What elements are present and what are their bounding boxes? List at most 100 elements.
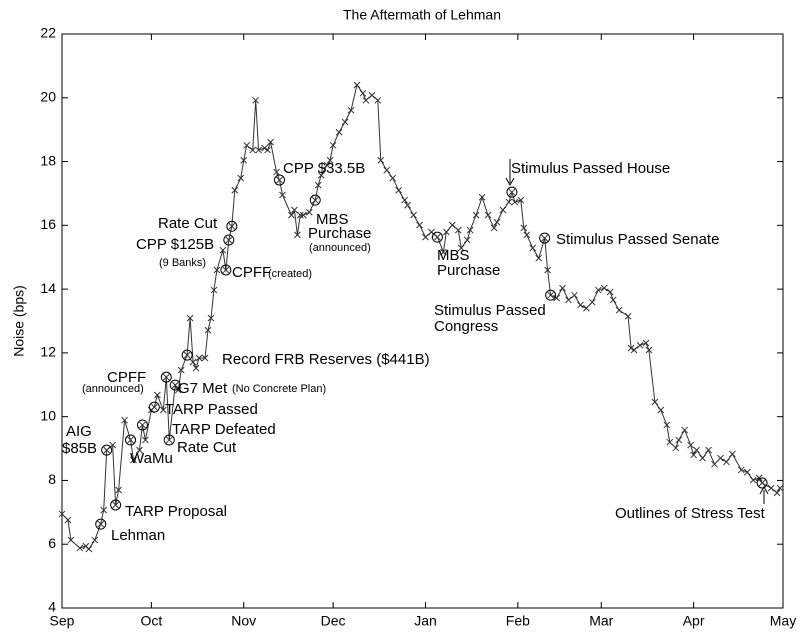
point-marker	[544, 266, 551, 274]
point-marker	[743, 468, 751, 476]
point-marker	[276, 176, 283, 184]
event-marker	[125, 434, 137, 446]
event-marker	[309, 194, 321, 206]
point-marker	[189, 358, 197, 366]
arrow	[505, 159, 515, 187]
point-marker	[478, 193, 486, 201]
point-marker	[296, 211, 304, 219]
point-marker	[341, 118, 349, 126]
event-marker	[220, 264, 232, 276]
point-marker	[404, 201, 411, 209]
event-marker	[756, 477, 768, 489]
x-tick-label: Sep	[50, 613, 75, 629]
y-tick-label: 6	[48, 535, 56, 551]
y-tick-label: 8	[48, 471, 56, 487]
point-marker	[359, 89, 367, 97]
point-marker	[288, 211, 295, 219]
point-marker	[228, 222, 236, 230]
point-marker	[508, 188, 516, 196]
event-marker	[163, 434, 175, 446]
annotation: (No Concrete Plan)	[232, 383, 326, 395]
point-marker	[353, 81, 361, 89]
point-marker	[675, 436, 683, 444]
point-marker	[311, 196, 319, 204]
arrow	[759, 485, 769, 504]
point-marker	[368, 91, 376, 99]
annotation: Lehman	[111, 527, 165, 544]
x-tick-label: Nov	[231, 613, 256, 629]
point-marker	[773, 489, 781, 497]
annotation: MBS	[437, 247, 470, 264]
point-marker	[517, 196, 525, 204]
point-marker	[520, 224, 528, 232]
point-marker	[305, 208, 313, 216]
point-marker	[588, 298, 596, 306]
point-marker	[687, 441, 694, 449]
y-tick-label: 18	[40, 152, 56, 168]
point-marker	[690, 451, 697, 459]
point-marker	[395, 186, 403, 194]
event-marker	[148, 401, 160, 413]
point-marker	[535, 254, 543, 262]
point-marker	[335, 128, 343, 136]
x-tick-label: Dec	[321, 613, 346, 629]
point-marker	[666, 438, 674, 446]
point-marker	[159, 406, 167, 414]
point-marker	[326, 156, 334, 164]
point-marker	[767, 484, 775, 492]
point-marker	[100, 506, 108, 514]
point-marker	[547, 291, 554, 299]
point-marker	[681, 426, 689, 434]
event-marker	[506, 186, 518, 198]
point-marker	[171, 381, 179, 389]
point-marker	[186, 314, 194, 322]
event-marker	[273, 174, 285, 186]
point-marker	[136, 446, 143, 454]
x-tick-label: May	[770, 613, 796, 629]
point-marker	[410, 211, 417, 219]
point-marker	[204, 326, 212, 334]
point-marker	[457, 244, 465, 252]
point-marker	[177, 366, 185, 374]
annotation: Congress	[434, 318, 498, 335]
point-marker	[630, 346, 638, 354]
point-marker	[240, 156, 248, 164]
point-marker	[442, 228, 450, 236]
point-marker	[493, 218, 501, 226]
point-marker	[723, 458, 730, 466]
point-marker	[484, 211, 492, 219]
point-marker	[422, 233, 429, 241]
point-marker	[201, 354, 209, 362]
annotation: TARP Proposal	[125, 503, 227, 520]
annotation: WaMu	[130, 450, 173, 467]
point-marker	[642, 339, 650, 347]
point-marker	[210, 286, 218, 294]
point-marker	[463, 236, 471, 244]
point-marker	[323, 161, 331, 169]
event-marker	[101, 444, 113, 456]
point-marker	[103, 446, 111, 454]
annotation: TARP Defeated	[172, 421, 276, 438]
annotation: G7 Met	[178, 380, 228, 397]
point-marker	[749, 476, 757, 484]
point-marker	[499, 206, 507, 214]
point-marker	[67, 536, 75, 544]
point-marker	[174, 386, 182, 394]
point-marker	[213, 266, 221, 274]
point-marker	[291, 206, 298, 214]
point-marker	[151, 403, 158, 411]
event-marker	[136, 419, 148, 431]
point-marker	[195, 354, 203, 362]
point-marker	[377, 156, 385, 164]
point-marker	[657, 406, 665, 414]
point-marker	[97, 520, 105, 528]
point-marker	[219, 246, 227, 254]
point-marker	[758, 479, 766, 487]
point-marker	[165, 436, 173, 444]
point-marker	[91, 536, 99, 544]
point-marker	[183, 351, 191, 359]
annotation: Stimulus Passed	[434, 302, 546, 319]
point-marker	[672, 444, 680, 452]
x-tick-label: Oct	[140, 613, 162, 629]
